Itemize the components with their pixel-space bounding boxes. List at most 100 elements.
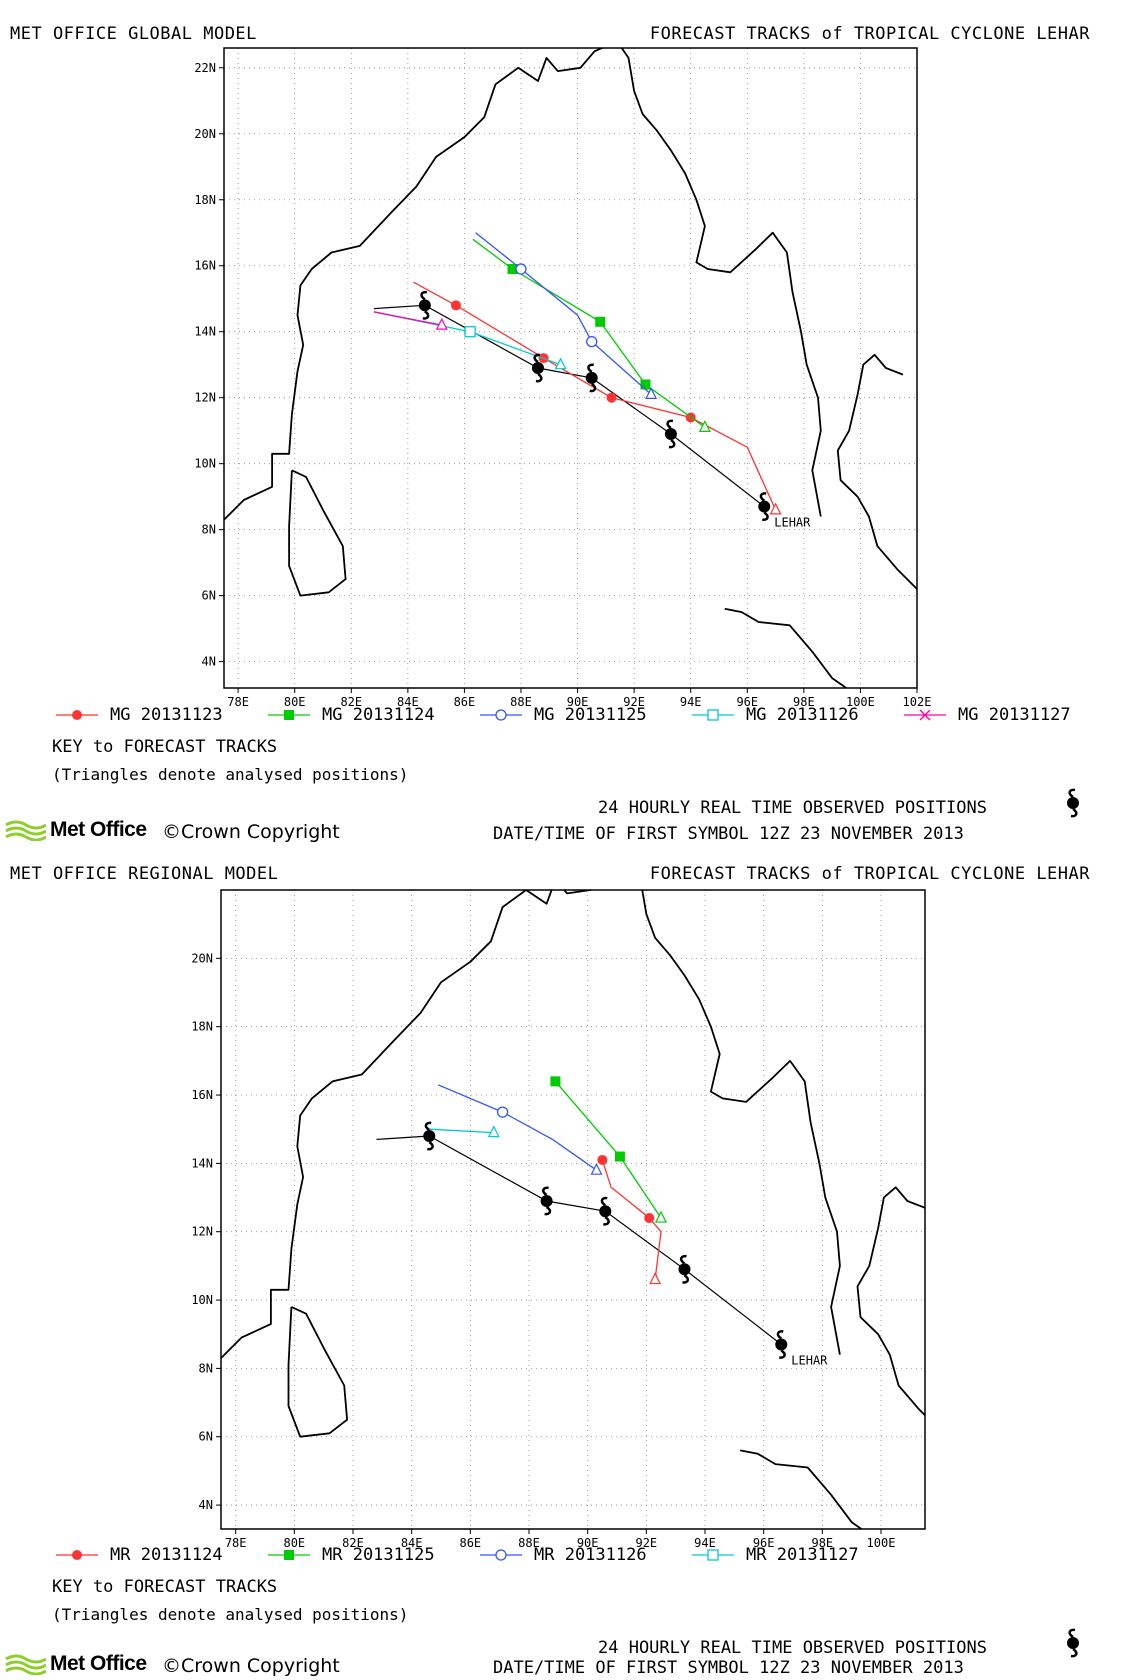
- lon-tick-label: 92E: [635, 1536, 657, 1550]
- map-frame: [220, 889, 926, 1530]
- model-label: MET OFFICE GLOBAL MODEL: [10, 24, 257, 44]
- cyclone-symbol: [531, 353, 544, 383]
- lat-tick-label: 10N: [194, 457, 216, 471]
- lon-tick-label: 80E: [284, 695, 306, 709]
- track-marker: [550, 1076, 561, 1087]
- key-note: (Triangles denote analysed positions): [52, 1605, 409, 1624]
- coastline: [224, 48, 822, 521]
- track-marker: [707, 1549, 719, 1561]
- copyright-text: Crown Copyright: [181, 1655, 340, 1677]
- coastline: [287, 1306, 349, 1438]
- lat-tick-label: 18N: [194, 193, 216, 207]
- observed-track-line: [376, 1135, 782, 1345]
- forecast-track-line: [554, 1080, 662, 1219]
- legend-item: MG 20131126: [690, 705, 859, 725]
- lon-tick-label: 90E: [577, 1536, 599, 1550]
- key-note: (Triangles denote analysed positions): [52, 765, 409, 784]
- track-marker: [495, 1549, 507, 1561]
- lat-tick-label: 6N: [202, 589, 216, 603]
- lon-tick-label: 96E: [736, 695, 758, 709]
- cyclone-symbol: [423, 1121, 436, 1151]
- legend-label: MR 20131125: [322, 1545, 435, 1565]
- forecast-track-line: [429, 1128, 494, 1134]
- lon-tick-label: 78E: [225, 1536, 247, 1550]
- forecast-track-map: 78E 80E 82E 84E 86E 88E 90E 92E 94E 96E 98E 100E 4N 6…: [191, 889, 926, 1550]
- cyclone-symbol: [540, 1186, 553, 1216]
- analysed-position-triangle: [698, 420, 711, 432]
- legend-item: MG 20131123: [54, 705, 223, 725]
- lon-tick-label: 90E: [567, 695, 589, 709]
- met-office-logo: Met Office: [4, 1652, 147, 1676]
- lat-tick-label: 16N: [194, 259, 216, 273]
- lon-tick-label: 78E: [227, 695, 249, 709]
- legend-swatch: [904, 709, 946, 721]
- legend-label: MG 20131123: [110, 705, 223, 725]
- track-marker: [284, 1550, 294, 1560]
- lon-tick-label: 100E: [846, 695, 875, 709]
- copyright: ©Crown Copyright: [162, 821, 340, 843]
- map-frame: [223, 47, 918, 689]
- coastline: [836, 353, 917, 590]
- legend-swatch: [268, 1550, 310, 1560]
- cyclone-symbol: [775, 1330, 788, 1359]
- analysed-position-triangle: [769, 502, 782, 515]
- track-marker: [496, 1106, 509, 1118]
- lon-tick-label: 80E: [283, 1536, 305, 1550]
- legend-item: MG 20131127: [902, 705, 1071, 725]
- forecast-track-line: [373, 311, 561, 366]
- forecast-track-line: [413, 281, 777, 511]
- legend-swatch: [480, 1549, 522, 1561]
- copyright-text: Crown Copyright: [181, 821, 340, 843]
- lat-tick-label: 10N: [191, 1293, 213, 1307]
- coastline: [740, 1449, 864, 1529]
- track-marker: [595, 316, 606, 327]
- track-marker: [515, 263, 527, 275]
- track-marker: [606, 392, 617, 403]
- cyclone-symbol: [585, 363, 598, 393]
- legend-label: MG 20131124: [322, 705, 435, 725]
- legend-item: MR 20131124: [54, 1545, 223, 1565]
- observed-positions-label: 24 HOURLY REAL TIME OBSERVED POSITIONS: [598, 798, 987, 818]
- track-marker: [586, 335, 598, 348]
- track-marker: [495, 709, 507, 721]
- lon-tick-label: 88E: [510, 695, 532, 709]
- forecast-title: FORECAST TRACKS of TROPICAL CYCLONE LEHA…: [649, 24, 1090, 44]
- regional-model-panel: MET OFFICE REGIONAL MODEL FORECAST TRACK…: [0, 840, 1130, 1680]
- legend-item: MG 20131124: [266, 705, 435, 725]
- forecast-track-line: [437, 1084, 597, 1171]
- lon-tick-label: 94E: [694, 1536, 716, 1550]
- track-marker: [284, 710, 294, 720]
- lat-tick-label: 16N: [191, 1088, 213, 1102]
- observed-positions-label: 24 HOURLY REAL TIME OBSERVED POSITIONS: [598, 1638, 987, 1658]
- lon-tick-label: 98E: [793, 695, 815, 709]
- copyright-symbol-icon: ©: [162, 1655, 181, 1677]
- lat-tick-label: 22N: [194, 61, 216, 75]
- cyclone-symbol: [758, 492, 771, 521]
- lat-tick-label: 6N: [199, 1430, 213, 1444]
- track-marker: [919, 709, 931, 721]
- lon-tick-label: 86E: [454, 695, 476, 709]
- map-plot-area: [224, 48, 917, 688]
- track-marker: [72, 1550, 82, 1560]
- forecast-track-map: 78E 80E 82E 84E 86E 88E 90E 92E 94E 96E 98E 100E 102…: [194, 47, 931, 709]
- track-marker: [450, 300, 461, 311]
- legend-swatch: [56, 710, 98, 720]
- met-office-logo: Met Office: [4, 818, 147, 842]
- analysed-position-triangle: [590, 1162, 603, 1175]
- legend-label: MR 20131127: [746, 1545, 859, 1565]
- legend-swatch: [692, 709, 734, 721]
- lat-tick-label: 14N: [194, 325, 216, 339]
- copyright: ©Crown Copyright: [162, 1655, 340, 1677]
- cyclone-symbol: [678, 1254, 691, 1284]
- cyclone-symbol-icon: [1067, 788, 1079, 818]
- track-marker: [507, 264, 518, 275]
- forecast-title: FORECAST TRACKS of TROPICAL CYCLONE LEHA…: [649, 864, 1090, 884]
- legend-item: MR 20131126: [478, 1545, 647, 1565]
- lon-tick-label: 82E: [340, 695, 362, 709]
- lat-tick-label: 8N: [202, 523, 216, 537]
- analysed-position-triangle: [649, 1272, 662, 1285]
- coastline: [724, 607, 847, 688]
- legend-label: MG 20131127: [958, 705, 1071, 725]
- legend-swatch: [56, 1550, 98, 1560]
- lon-tick-label: 94E: [680, 695, 702, 709]
